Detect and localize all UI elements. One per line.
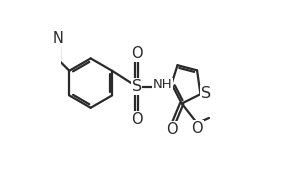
Text: S: S xyxy=(201,86,211,101)
Text: NH: NH xyxy=(153,78,172,91)
Text: S: S xyxy=(132,79,142,94)
Text: O: O xyxy=(131,46,142,61)
Text: O: O xyxy=(131,112,142,127)
Text: O: O xyxy=(166,122,178,137)
Text: N: N xyxy=(53,31,64,47)
Text: O: O xyxy=(192,121,203,136)
